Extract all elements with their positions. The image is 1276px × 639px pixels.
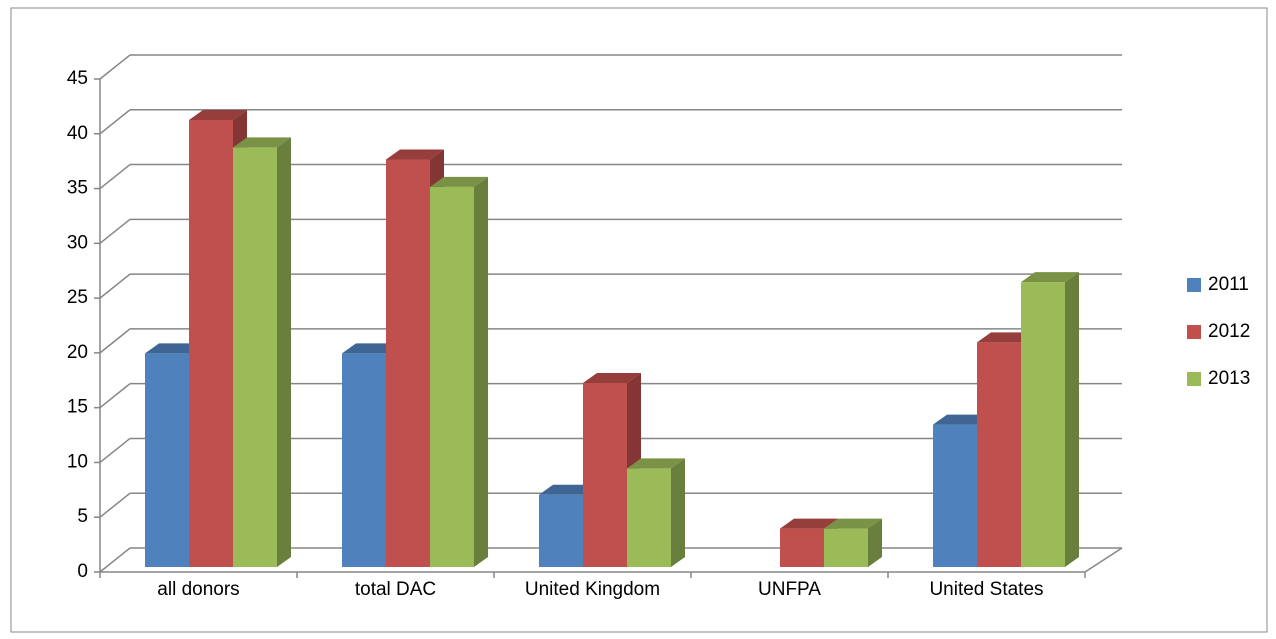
bar-front bbox=[430, 186, 474, 567]
grid-line-side bbox=[99, 383, 131, 409]
bar-side bbox=[277, 137, 291, 567]
bar-front bbox=[977, 342, 1021, 567]
legend-swatch bbox=[1187, 278, 1201, 292]
bar-top bbox=[145, 343, 203, 354]
bar-side bbox=[1065, 272, 1079, 567]
y-tick-label: 5 bbox=[77, 506, 88, 527]
grid-line-side bbox=[99, 163, 131, 190]
bar-front bbox=[233, 147, 277, 567]
y-tick-label: 30 bbox=[67, 232, 88, 253]
y-tick-label: 40 bbox=[67, 123, 88, 144]
x-tick-label: all donors bbox=[157, 579, 239, 600]
grid-line-side bbox=[99, 547, 131, 573]
floor-right bbox=[1084, 547, 1123, 573]
bar bbox=[233, 137, 291, 567]
bar-front bbox=[933, 424, 977, 567]
y-tick-label: 0 bbox=[77, 561, 88, 582]
bar-side bbox=[868, 518, 882, 567]
legend-label: 2012 bbox=[1208, 321, 1250, 342]
bar bbox=[824, 518, 882, 567]
bar-front bbox=[189, 120, 233, 567]
y-tick-label: 10 bbox=[67, 451, 88, 472]
grid-line-side bbox=[99, 492, 131, 518]
bar-front bbox=[780, 528, 824, 567]
bar-top bbox=[233, 137, 291, 148]
y-tick-label: 25 bbox=[67, 287, 88, 308]
legend-swatch bbox=[1187, 372, 1201, 386]
x-tick-label: United Kingdom bbox=[525, 579, 660, 600]
bar-top bbox=[342, 343, 400, 354]
bar-front bbox=[539, 494, 583, 567]
bar-front bbox=[627, 468, 671, 567]
bar-top bbox=[539, 484, 597, 495]
bar-top bbox=[824, 518, 882, 529]
x-tick-label: UNFPA bbox=[758, 579, 821, 600]
bar-front bbox=[583, 382, 627, 567]
bar-front bbox=[1021, 282, 1065, 567]
y-tick-label: 15 bbox=[67, 397, 88, 418]
bar-front bbox=[824, 528, 868, 567]
x-tick-label: total DAC bbox=[355, 579, 436, 600]
legend-label: 2011 bbox=[1208, 274, 1249, 295]
bar bbox=[627, 458, 685, 567]
bar-top bbox=[583, 372, 641, 383]
grid-line-side bbox=[99, 273, 131, 299]
bar-top bbox=[780, 518, 838, 529]
grid-line-side bbox=[99, 109, 131, 135]
y-tick-label: 20 bbox=[67, 342, 88, 363]
bar-top bbox=[189, 110, 247, 121]
bar-front bbox=[342, 353, 386, 567]
bar-top bbox=[430, 176, 488, 187]
legend-swatch bbox=[1187, 325, 1201, 339]
grid-line-side bbox=[99, 54, 131, 80]
bar-top bbox=[386, 149, 444, 160]
y-tick-label: 45 bbox=[67, 68, 88, 89]
bar bbox=[430, 176, 488, 567]
bar-top bbox=[933, 414, 991, 425]
bar-side bbox=[474, 176, 488, 567]
bar-front bbox=[386, 159, 430, 567]
bar-front bbox=[145, 353, 189, 567]
y-tick-label: 35 bbox=[67, 178, 88, 199]
x-tick-label: United States bbox=[929, 579, 1043, 600]
bar-top bbox=[977, 332, 1035, 343]
bar-top bbox=[1021, 272, 1079, 283]
bar bbox=[1021, 272, 1079, 567]
grid-line-side bbox=[99, 437, 131, 464]
grid-line-side bbox=[99, 328, 131, 354]
bar-side bbox=[671, 458, 685, 567]
grid-line-side bbox=[99, 218, 131, 244]
bar-top bbox=[627, 458, 685, 469]
legend-label: 2013 bbox=[1208, 368, 1250, 389]
